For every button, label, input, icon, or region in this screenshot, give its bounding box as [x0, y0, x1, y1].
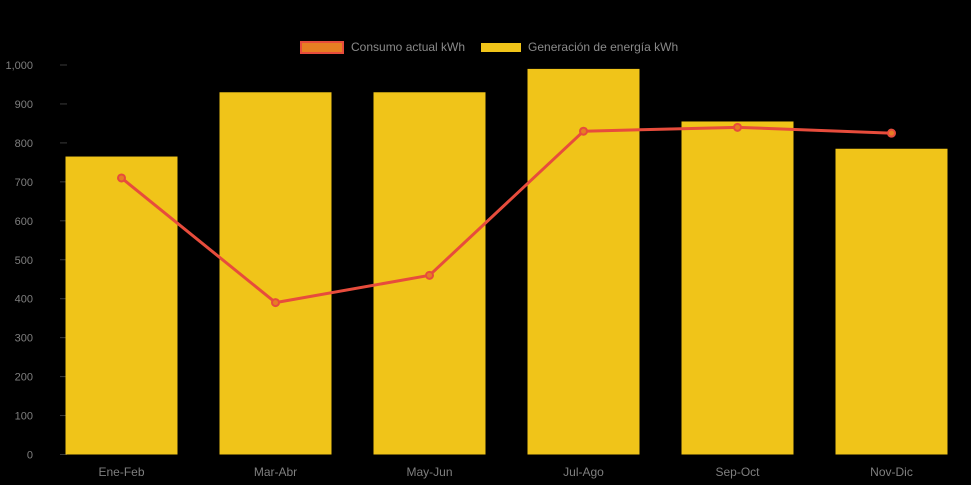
- line-marker-sep-oct: [733, 122, 742, 132]
- line-marker-may-jun: [425, 270, 434, 280]
- x-axis-label-may-jun: May-Jun: [406, 465, 452, 479]
- consumo-swatch-icon: [300, 40, 344, 54]
- bar-ene-feb: [65, 156, 178, 455]
- chart-legend: Consumo actual kWh Generación de energía…: [300, 40, 678, 54]
- legend-label-consumo: Consumo actual kWh: [351, 40, 466, 54]
- y-axis-label: 400: [15, 294, 33, 306]
- y-axis-label: 500: [15, 255, 33, 267]
- line-marker-mar-abr: [271, 298, 280, 308]
- y-axis-label: 0: [27, 450, 33, 462]
- bar-mar-abr: [219, 92, 332, 455]
- y-axis-label: 300: [15, 333, 33, 345]
- y-axis-label: 900: [15, 99, 33, 111]
- x-axis-label-ene-feb: Ene-Feb: [98, 465, 144, 479]
- line-marker-nov-dic: [887, 128, 896, 138]
- y-axis-label: 800: [15, 138, 33, 150]
- x-axis-label-nov-dic: Nov-Dic: [870, 465, 913, 479]
- legend-label-generacion: Generación de energía kWh: [528, 40, 679, 54]
- x-axis-label-sep-oct: Sep-Oct: [715, 465, 760, 479]
- y-axis-label: 100: [15, 411, 33, 423]
- legend-item-generacion[interactable]: Generación de energía kWh: [481, 40, 678, 54]
- x-axis-label-mar-abr: Mar-Abr: [254, 465, 297, 479]
- x-axis-label-jul-ago: Jul-Ago: [563, 465, 604, 479]
- consumo-line: [120, 125, 893, 305]
- bar-nov-dic: [835, 148, 948, 455]
- bar-sep-oct: [681, 121, 794, 455]
- line-marker-jul-ago: [579, 126, 588, 136]
- y-axis-label: 700: [15, 177, 33, 189]
- generacion-swatch-icon: [481, 42, 522, 52]
- y-axis-label: 600: [15, 216, 33, 228]
- line-marker-ene-feb: [117, 173, 126, 183]
- y-axis-label: 1,000: [5, 60, 33, 72]
- y-axis-label: 200: [15, 372, 33, 384]
- legend-item-consumo[interactable]: Consumo actual kWh: [300, 40, 465, 54]
